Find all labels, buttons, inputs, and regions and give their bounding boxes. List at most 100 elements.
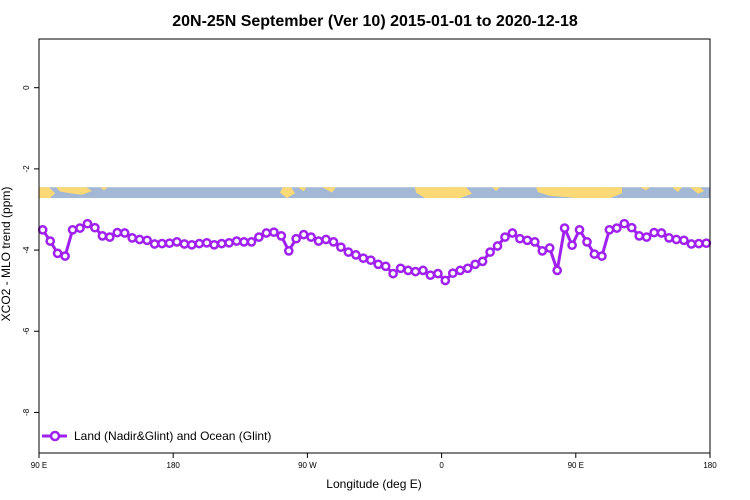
x-axis-label: Longitude (deg E): [326, 477, 421, 491]
data-point: [45, 236, 56, 246]
data-point: [582, 237, 592, 247]
y-tick-label: -8: [22, 408, 31, 416]
data-point: [552, 265, 563, 276]
data-point: [626, 222, 637, 233]
data-point: [567, 240, 577, 251]
data-point: [462, 263, 473, 274]
data-point: [149, 239, 160, 249]
data-point: [656, 228, 667, 238]
land-mass-11: [600, 187, 608, 190]
data-point: [164, 238, 175, 249]
data-point: [410, 266, 421, 277]
x-tick-label: 180: [167, 461, 181, 470]
data-point: [507, 228, 518, 238]
data-point: [351, 250, 361, 260]
data-point: [134, 234, 145, 245]
data-point: [418, 265, 428, 276]
data-point: [395, 263, 406, 274]
data-point: [306, 232, 316, 242]
data-point: [529, 237, 540, 247]
land-mass-8: [492, 187, 500, 191]
data-point: [179, 239, 190, 249]
data-point: [157, 238, 167, 249]
land-mass-9: [536, 187, 622, 199]
data-point: [37, 224, 48, 235]
data-point: [97, 231, 108, 241]
data-point: [611, 223, 622, 233]
legend-marker: [49, 430, 61, 442]
data-point: [373, 259, 384, 270]
land-mass-1: [56, 187, 92, 195]
data-point: [246, 237, 257, 247]
data-point: [604, 224, 615, 235]
data-point: [231, 236, 242, 246]
land-mass-13: [672, 187, 682, 193]
data-point: [589, 249, 600, 259]
data-point: [440, 275, 451, 286]
data-point: [403, 265, 413, 276]
map-strip-ocean: [39, 187, 710, 199]
data-point: [328, 237, 339, 247]
data-point: [693, 238, 704, 249]
land-mass-7: [452, 187, 458, 191]
data-point: [336, 242, 346, 253]
chart-title: 20N-25N September (Ver 10) 2015-01-01 to…: [172, 13, 578, 30]
land-mass-5: [322, 187, 336, 193]
land-mass-4: [298, 187, 306, 192]
data-point: [201, 237, 212, 248]
data-point: [477, 256, 488, 267]
data-point: [142, 235, 152, 246]
data-point: [701, 238, 712, 249]
data-point: [544, 243, 555, 253]
data-point: [82, 218, 93, 229]
data-point: [239, 237, 249, 247]
data-point: [276, 231, 287, 241]
data-point: [321, 234, 331, 245]
data-point: [119, 228, 130, 238]
x-axis: 90 E 180 90 W 0 90 E 180: [31, 453, 717, 470]
land-mass-6: [415, 187, 472, 199]
data-point: [455, 265, 466, 276]
x-tick-label: 90 E: [31, 461, 47, 470]
data-point: [112, 227, 123, 238]
plot-frame: [38, 38, 711, 454]
map-strip-land: [39, 187, 704, 199]
land-mass-3: [280, 187, 295, 199]
legend: Land (Nadir&Glint) and Ocean (Glint): [42, 429, 271, 443]
data-point: [425, 270, 436, 281]
data-point: [75, 223, 85, 233]
data-point: [67, 224, 78, 235]
data-point: [216, 238, 227, 249]
data-point: [224, 237, 234, 248]
data-point: [649, 227, 659, 238]
data-point: [52, 248, 63, 259]
legend-label: Land (Nadir&Glint) and Ocean (Glint): [74, 429, 271, 443]
data-point: [269, 227, 279, 238]
data-point: [298, 229, 309, 240]
y-tick-label: -6: [22, 327, 31, 335]
data-point: [194, 238, 205, 249]
data-point: [291, 233, 302, 244]
data-point: [283, 246, 294, 256]
data-point: [470, 259, 481, 270]
data-point: [60, 251, 70, 261]
x-tick-label: 0: [439, 461, 444, 470]
data-point: [365, 255, 376, 266]
x-tick-label: 180: [703, 461, 717, 470]
data-point: [104, 232, 115, 242]
data-point: [492, 241, 503, 251]
data-point: [254, 232, 264, 242]
y-tick-label: -4: [22, 246, 31, 254]
series-layer: [37, 218, 712, 286]
data-point: [209, 239, 220, 250]
world-map-strip: [39, 187, 710, 199]
data-point: [127, 233, 138, 243]
y-axis-label: XCO2 - MLO trend (ppm): [0, 187, 13, 322]
data-point: [90, 222, 100, 233]
data-point: [313, 236, 324, 246]
data-point: [447, 268, 458, 279]
y-tick-label: -2: [22, 165, 31, 173]
data-point: [343, 247, 354, 257]
land-mass-10: [560, 187, 568, 190]
